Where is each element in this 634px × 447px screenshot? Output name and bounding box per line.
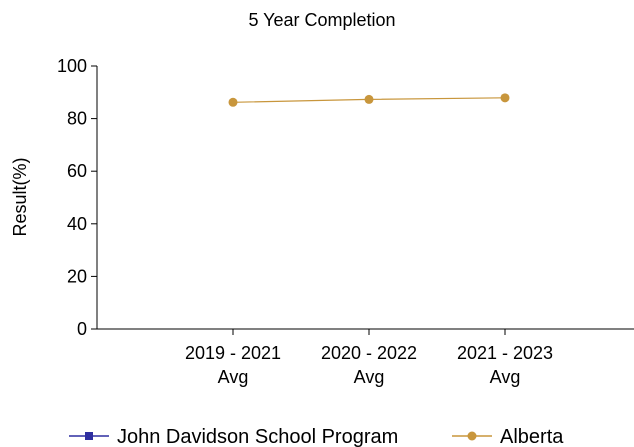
y-tick-label: 40 (67, 214, 87, 234)
y-tick-label: 60 (67, 161, 87, 181)
x-axis: 2019 - 2021 Avg 2020 - 2022 Avg 2021 - 2023 A… (97, 328, 634, 387)
x-tick-label: 2020 - 2022 Avg (321, 343, 417, 387)
legend-marker (467, 431, 477, 441)
y-tick-label: 20 (67, 266, 87, 286)
legend-item: John Davidson School Program (69, 426, 398, 447)
y-tick-label: 100 (57, 56, 87, 76)
legend: John Davidson School Program Alberta (69, 426, 564, 447)
x-tick-label: 2019 - 2021 Avg (185, 343, 281, 387)
legend-label: Alberta (500, 426, 564, 447)
data-point (364, 94, 374, 104)
y-axis-label: Result(%) (10, 157, 30, 236)
legend-marker (85, 432, 93, 440)
plot-series (228, 93, 510, 107)
x-tick-label: 2021 - 2023 Avg (457, 343, 553, 387)
data-point (228, 97, 238, 107)
chart-title: 5 Year Completion (248, 10, 395, 30)
data-point (500, 93, 510, 103)
legend-label: John Davidson School Program (117, 426, 398, 447)
y-tick-label: 0 (77, 319, 87, 339)
legend-item: Alberta (452, 426, 564, 447)
y-axis: 0 20 40 60 80 100 (57, 56, 98, 339)
y-tick-label: 80 (67, 109, 87, 129)
